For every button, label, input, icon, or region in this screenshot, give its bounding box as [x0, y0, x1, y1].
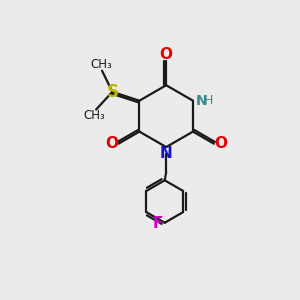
Text: O: O — [214, 136, 227, 151]
Text: H: H — [204, 94, 213, 107]
Text: CH₃: CH₃ — [91, 58, 112, 71]
Text: S: S — [106, 83, 118, 101]
Text: N: N — [195, 94, 207, 108]
Text: CH₃: CH₃ — [84, 110, 106, 122]
Text: O: O — [106, 136, 118, 151]
Text: N: N — [160, 146, 172, 161]
Text: F: F — [152, 216, 163, 231]
Text: O: O — [160, 47, 173, 62]
